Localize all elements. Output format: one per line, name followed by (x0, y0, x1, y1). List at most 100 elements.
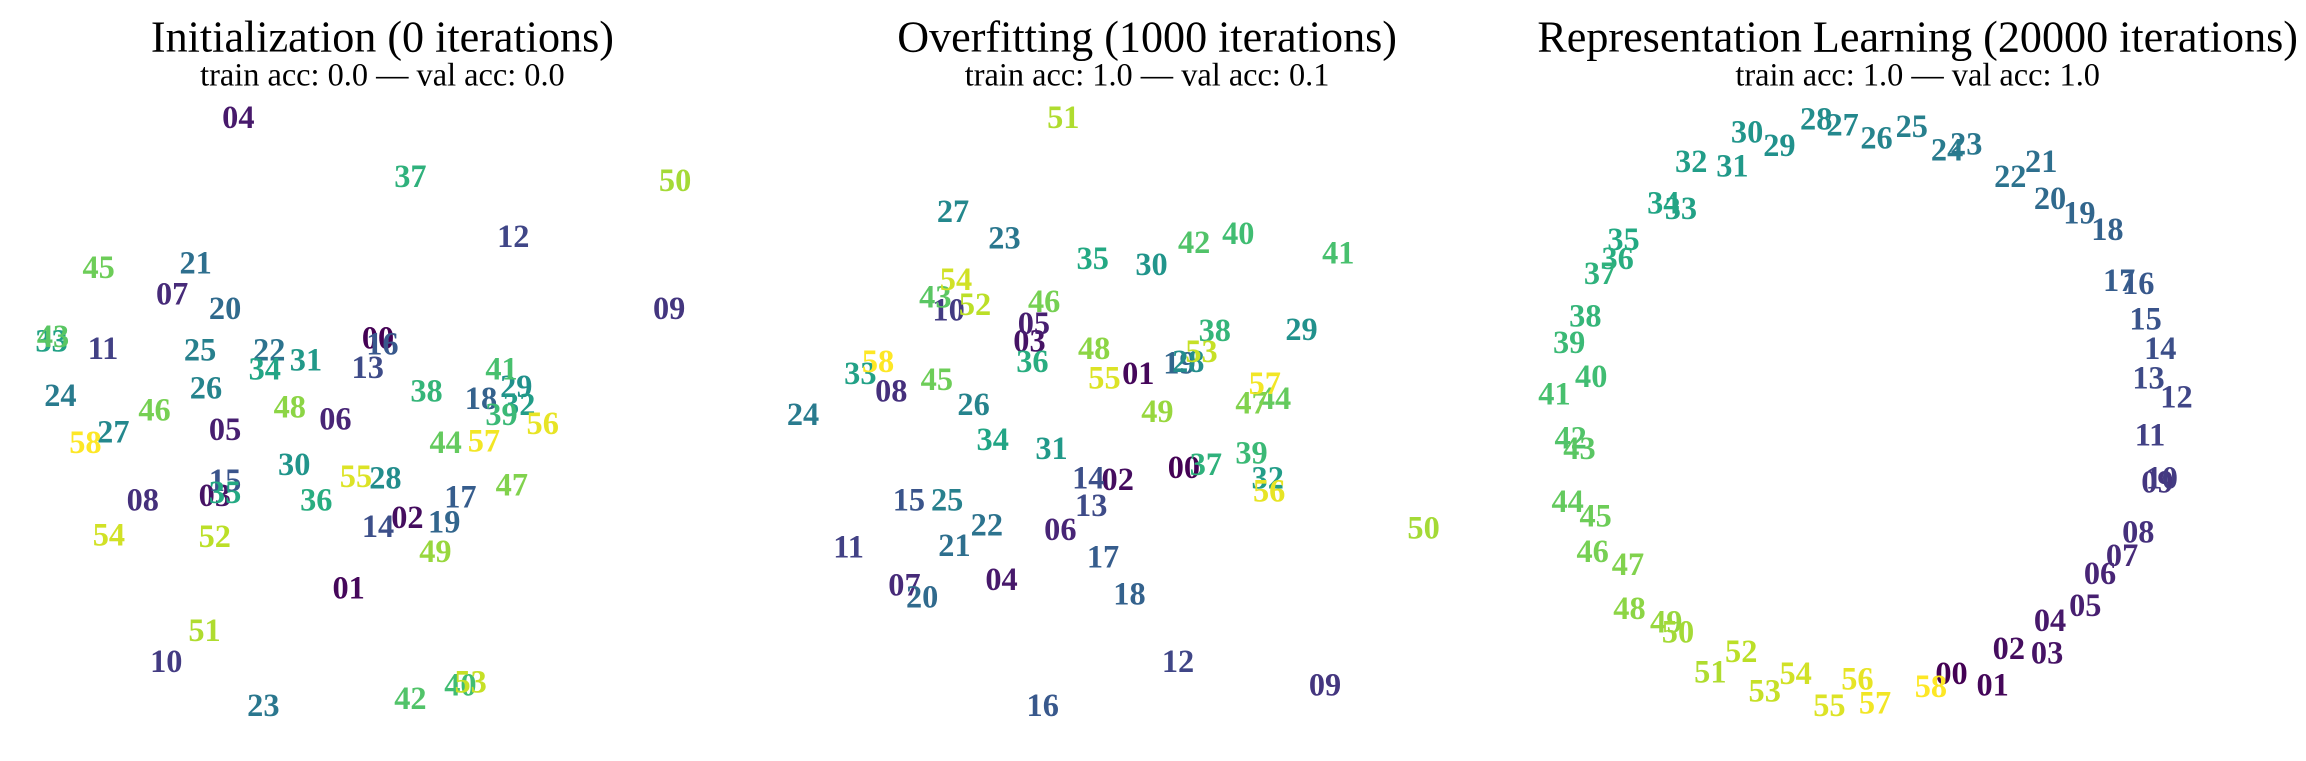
point-label: 10 (932, 292, 964, 328)
point-label: 28 (369, 459, 401, 495)
point-label: 48 (1613, 590, 1645, 626)
point-label: 23 (988, 220, 1020, 256)
point-label: 49 (419, 533, 451, 569)
point-label: 26 (190, 370, 222, 406)
point-label: 18 (1113, 575, 1145, 611)
point-label: 01 (332, 570, 364, 606)
point-label: 23 (1950, 125, 1982, 161)
point-label: 11 (833, 528, 864, 564)
point-label: 15 (893, 481, 925, 517)
point-label: 40 (444, 667, 476, 703)
point-label: 22 (253, 331, 285, 367)
point-label: 34 (249, 350, 281, 386)
point-label: 26 (957, 386, 989, 422)
chart-subtitle: train acc: 1.0 — val acc: 0.1 (965, 56, 1330, 92)
point-label: 03 (1013, 323, 1045, 359)
point-label: 54 (940, 261, 972, 297)
point-label: 25 (184, 331, 216, 367)
point-label: 39 (1553, 324, 1585, 360)
point-label: 41 (1322, 234, 1354, 270)
point-label: 02 (391, 499, 423, 535)
point-label: 16 (1027, 687, 1059, 723)
point-label: 38 (1569, 298, 1601, 334)
point-label: 28 (1800, 100, 1832, 136)
point-label: 24 (787, 396, 819, 432)
point-label: 40 (1222, 215, 1254, 251)
point-label: 08 (127, 481, 159, 517)
point-label: 39 (485, 396, 517, 432)
point-label: 05 (1018, 305, 1050, 341)
point-label: 32 (503, 386, 535, 422)
point-label: 38 (1199, 312, 1231, 348)
point-label: 15 (209, 462, 241, 498)
point-label: 04 (985, 561, 1017, 597)
point-label: 21 (2025, 143, 2057, 179)
point-label: 07 (156, 275, 188, 311)
point-label: 34 (1647, 184, 1679, 220)
point-label: 29 (500, 368, 532, 404)
point-label: 17 (1087, 539, 1119, 575)
point-label: 42 (1178, 224, 1210, 260)
point-label: 37 (1584, 255, 1616, 291)
point-label: 28 (1172, 343, 1204, 379)
chart-title: Representation Learning (20000 iteration… (1537, 12, 2298, 61)
point-label: 29 (1763, 127, 1795, 163)
point-label: 49 (1650, 603, 1682, 639)
point-label: 42 (1554, 420, 1586, 456)
point-label: 26 (1860, 120, 1892, 156)
point-label: 00 (1168, 449, 1200, 485)
point-label: 50 (1407, 509, 1439, 545)
point-label: 33 (844, 355, 876, 391)
point-label: 20 (906, 578, 938, 614)
point-label: 53 (1185, 333, 1217, 369)
point-label: 22 (971, 506, 1003, 542)
point-label: 51 (1047, 99, 1079, 135)
point-label: 21 (180, 245, 212, 281)
point-label: 08 (875, 373, 907, 409)
point-label: 12 (2160, 378, 2192, 414)
point-label: 12 (497, 218, 529, 254)
point-label: 10 (2146, 459, 2178, 495)
point-label: 58 (69, 424, 101, 460)
point-label: 52 (1725, 633, 1757, 669)
point-label: 18 (465, 380, 497, 416)
point-label: 38 (410, 373, 442, 409)
point-label: 35 (1077, 240, 1109, 276)
point-label: 27 (97, 414, 129, 450)
point-label: 19 (428, 503, 460, 539)
point-label: 03 (199, 477, 231, 513)
point-label: 43 (37, 318, 69, 354)
point-label: 01 (1977, 667, 2009, 703)
point-label: 56 (1253, 473, 1285, 509)
point-label: 47 (496, 467, 528, 503)
point-label: 00 (362, 320, 394, 356)
point-label: 20 (209, 290, 241, 326)
point-label: 46 (138, 392, 170, 428)
point-label: 11 (2135, 417, 2166, 453)
point-label: 27 (937, 193, 969, 229)
point-label: 04 (222, 99, 254, 135)
point-label: 19 (1163, 345, 1195, 381)
point-label: 10 (150, 643, 182, 679)
point-label: 14 (1072, 459, 1104, 495)
point-label: 37 (1190, 446, 1222, 482)
point-label: 48 (274, 389, 306, 425)
point-label: 21 (938, 527, 970, 563)
point-label: 25 (931, 481, 963, 517)
point-label: 18 (2091, 211, 2123, 247)
point-label: 57 (468, 423, 500, 459)
point-label: 51 (1694, 653, 1726, 689)
point-label: 46 (1577, 533, 1609, 569)
point-label: 23 (247, 687, 279, 723)
point-label: 50 (659, 162, 691, 198)
point-label: 17 (444, 478, 476, 514)
point-label: 16 (2122, 265, 2154, 301)
point-label: 30 (1731, 114, 1763, 150)
point-label: 08 (2122, 514, 2154, 550)
point-label: 30 (1135, 246, 1167, 282)
point-label: 55 (1088, 359, 1120, 395)
point-label: 54 (93, 517, 125, 553)
point-label: 13 (352, 349, 384, 385)
point-label: 45 (1579, 498, 1611, 534)
point-label: 29 (1285, 311, 1317, 347)
